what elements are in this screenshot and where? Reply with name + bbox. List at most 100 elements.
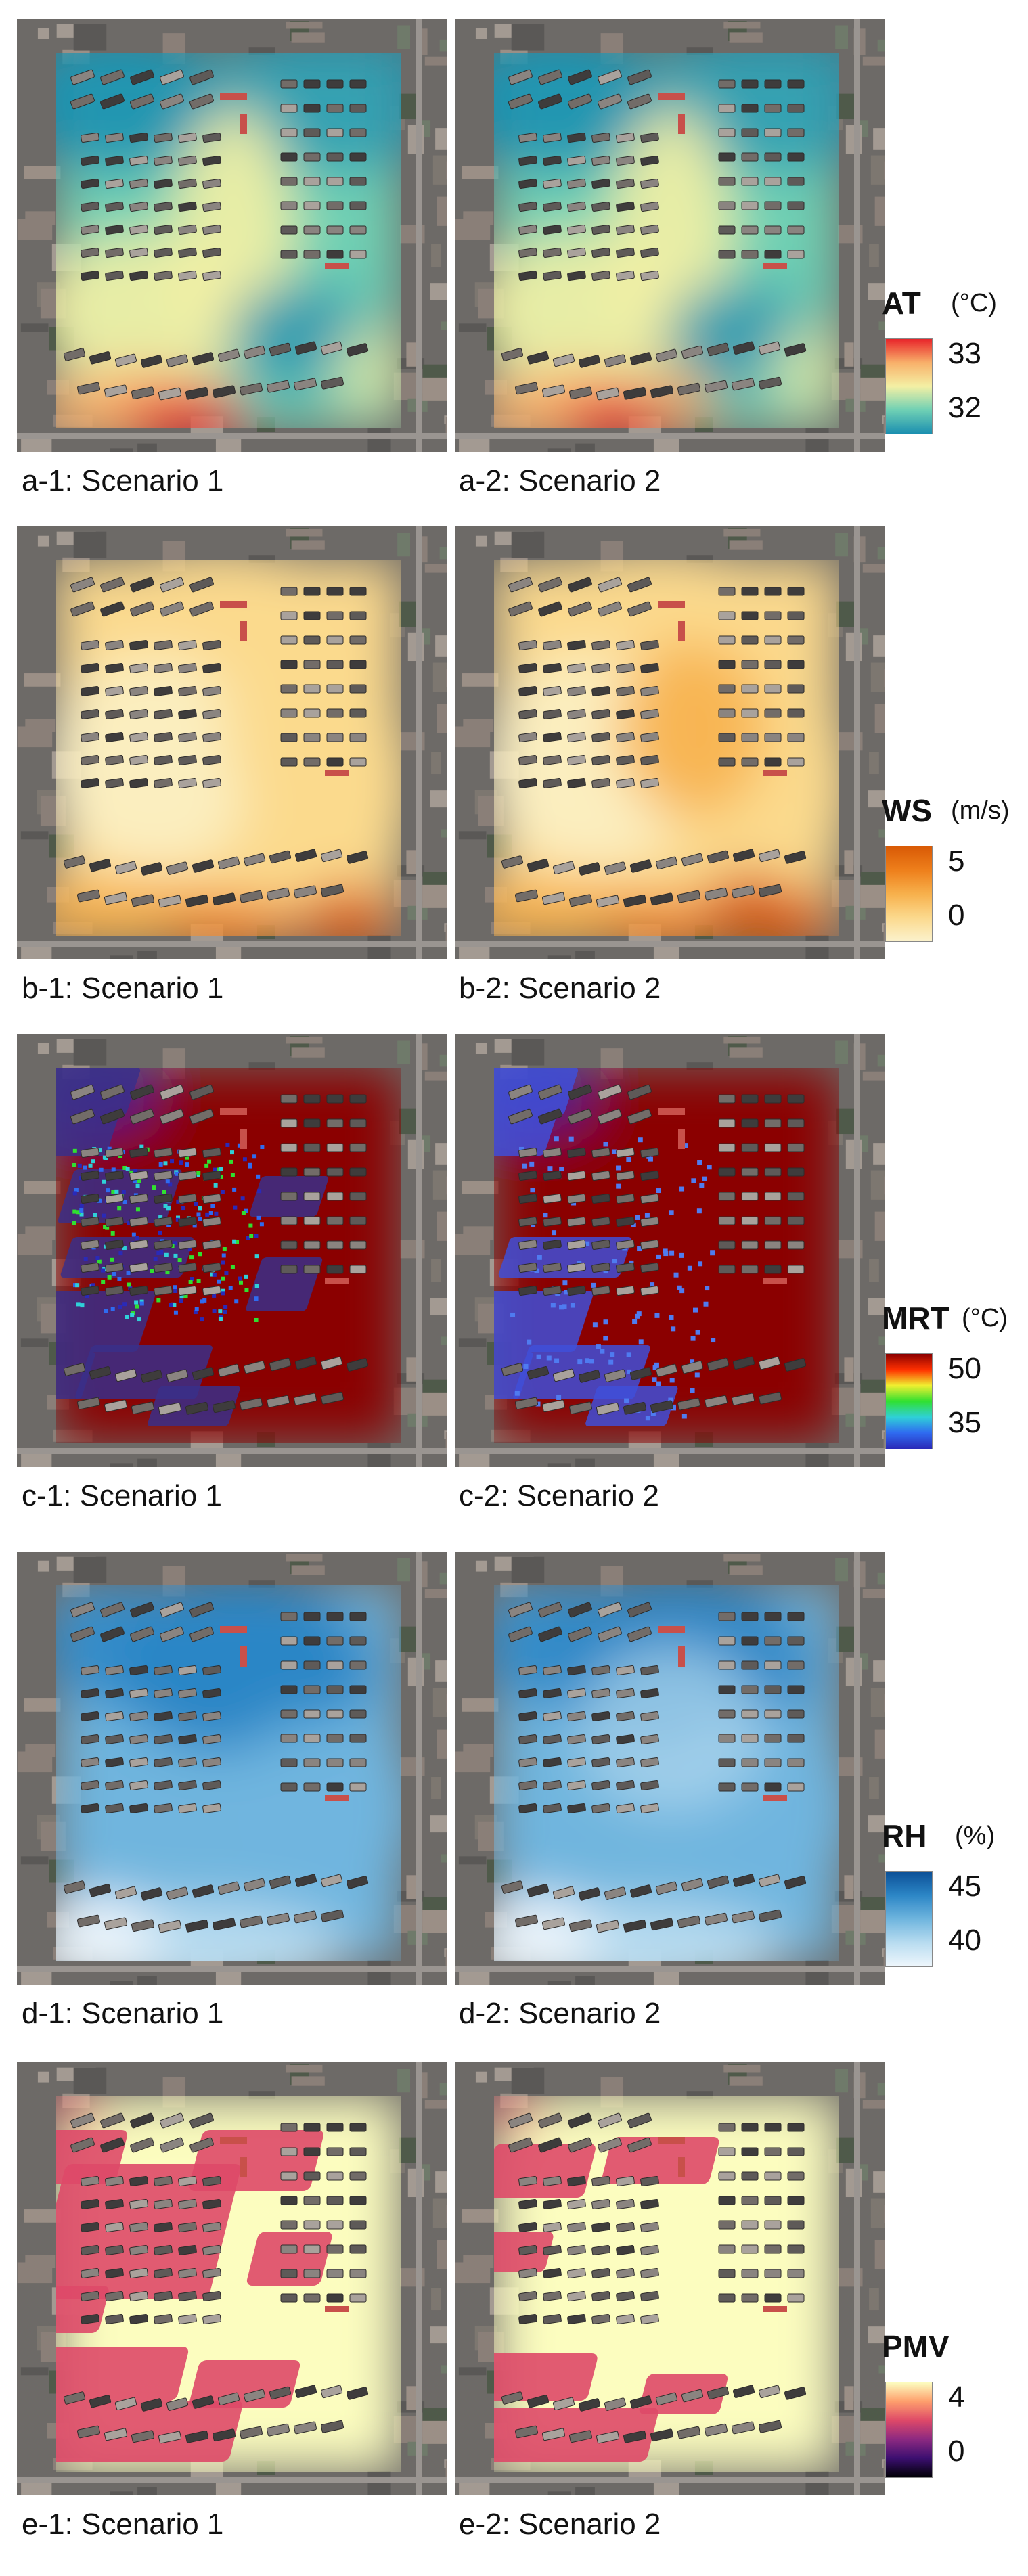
building: [81, 1665, 99, 1675]
satellite-block: [870, 1170, 885, 1200]
pmv-scenario-1-raster: [17, 2062, 447, 2495]
building: [129, 686, 148, 696]
mrt-hotspot: [73, 1283, 78, 1288]
satellite-block: [248, 1580, 275, 1588]
building: [349, 1685, 367, 1694]
building: [543, 2314, 562, 2324]
building: [160, 601, 184, 617]
building: [280, 128, 298, 137]
road: [854, 1034, 860, 1467]
building: [104, 892, 128, 905]
mrt-hotspot: [554, 1136, 559, 1142]
building: [567, 1734, 586, 1744]
legend-at-max-label: 33: [948, 337, 981, 370]
mrt-hotspot: [234, 1299, 239, 1304]
building: [63, 1880, 86, 1894]
map-at-scenario-2: [455, 19, 885, 452]
satellite-block: [835, 1558, 849, 1582]
building: [266, 380, 290, 393]
building: [543, 202, 562, 212]
shade-zone: [56, 1115, 118, 1156]
building: [741, 1758, 759, 1767]
mrt-hotspot: [219, 1167, 223, 1171]
mrt-hotspot: [88, 1163, 93, 1168]
building: [178, 640, 197, 650]
red-roof-building: [325, 1278, 349, 1284]
building: [787, 1240, 805, 1250]
building: [189, 2112, 214, 2129]
mrt-hotspot: [194, 1307, 199, 1311]
satellite-block: [877, 2083, 885, 2096]
building: [178, 1780, 197, 1790]
building: [627, 601, 652, 617]
building-footprints: [63, 69, 369, 401]
building: [280, 1734, 298, 1743]
building: [616, 709, 635, 719]
building: [154, 1194, 173, 1204]
mrt-hotspot: [610, 1352, 615, 1357]
field-blob: [604, 899, 739, 936]
building: [129, 179, 148, 189]
building: [280, 1758, 298, 1767]
mrt-hotspot: [256, 1174, 261, 1179]
satellite-block: [844, 1875, 854, 1899]
building: [518, 1734, 537, 1744]
building: [718, 2171, 736, 2181]
building: [604, 861, 627, 875]
building: [349, 1758, 367, 1767]
building: [303, 1143, 321, 1152]
satellite-block: [286, 528, 323, 537]
building: [303, 2244, 321, 2254]
building: [349, 2269, 367, 2278]
building: [567, 2245, 586, 2255]
building: [578, 355, 601, 368]
building: [787, 201, 805, 210]
building: [718, 177, 736, 186]
building: [787, 104, 805, 113]
mrt-hotspot: [518, 1146, 524, 1152]
building: [508, 1108, 533, 1125]
building: [787, 2269, 805, 2278]
building: [349, 1094, 367, 1104]
mrt-hotspot: [673, 1272, 679, 1278]
mrt-hotspot: [529, 1161, 535, 1167]
building: [758, 1909, 782, 1922]
building: [129, 1217, 148, 1227]
building: [568, 69, 592, 85]
building: [718, 1612, 736, 1621]
building: [707, 850, 730, 864]
map-ws-scenario-2: [455, 526, 885, 959]
mrt-hotspot: [127, 1282, 131, 1287]
building: [741, 1265, 759, 1274]
building: [303, 611, 321, 620]
building: [567, 1286, 586, 1296]
building: [616, 248, 635, 258]
building: [640, 271, 659, 281]
building: [178, 2245, 197, 2255]
building: [787, 1660, 805, 1670]
building: [741, 1192, 759, 1201]
satellite-block: [248, 47, 275, 55]
building: [192, 352, 215, 365]
building: [303, 152, 321, 162]
building: [596, 895, 620, 908]
building: [76, 1914, 101, 1928]
satellite-block: [547, 1463, 571, 1467]
mrt-hotspot: [198, 1217, 202, 1221]
building: [616, 1217, 635, 1227]
building: [129, 1665, 148, 1675]
building: [178, 2176, 197, 2186]
building: [764, 757, 782, 767]
mrt-hotspot: [110, 1257, 114, 1262]
mrt-hotspot: [189, 1277, 194, 1282]
satellite-block: [874, 1211, 885, 1241]
building: [741, 1216, 759, 1225]
building: [326, 708, 344, 718]
satellite-block: [686, 47, 713, 55]
satellite-block: [110, 1463, 133, 1467]
mrt-hotspot: [702, 1176, 707, 1181]
building: [280, 757, 298, 767]
building: [518, 732, 537, 742]
building: [543, 2245, 562, 2255]
mrt-hotspot: [172, 1303, 177, 1308]
